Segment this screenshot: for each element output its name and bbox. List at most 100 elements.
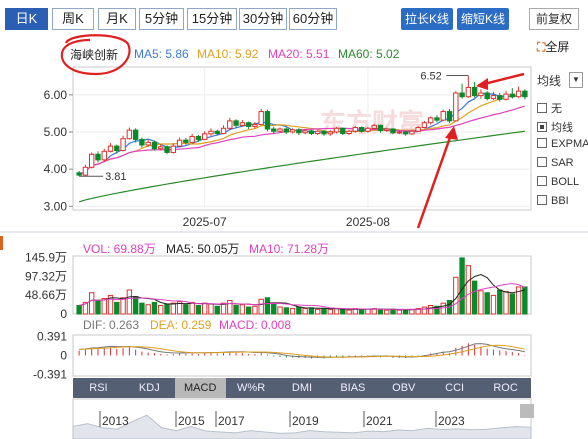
candle-body bbox=[107, 145, 114, 152]
indicator-option[interactable]: BOLL bbox=[537, 176, 579, 188]
volume-bar bbox=[440, 302, 446, 315]
volume-bar bbox=[522, 286, 528, 315]
candle-body bbox=[82, 166, 89, 176]
volume-bar bbox=[239, 304, 246, 315]
indicator-option[interactable]: EXPMA bbox=[537, 138, 588, 150]
volume-bar bbox=[258, 298, 264, 315]
macd-panel-frame bbox=[72, 334, 532, 377]
checkbox[interactable] bbox=[537, 195, 547, 205]
candle-body bbox=[158, 146, 164, 150]
period-button-5min[interactable]: 5分钟 bbox=[139, 8, 184, 30]
volume-bar bbox=[164, 303, 170, 315]
indicator-option[interactable]: BBI bbox=[537, 195, 569, 207]
annotation-arrowhead-bottom bbox=[445, 126, 458, 140]
checkbox[interactable] bbox=[537, 138, 547, 148]
candle-body bbox=[497, 95, 503, 100]
indicator-tab[interactable]: KDJ bbox=[138, 382, 160, 394]
period-button-30min[interactable]: 30分钟 bbox=[239, 8, 287, 30]
volume-bar bbox=[139, 302, 145, 315]
candle-body bbox=[346, 130, 352, 134]
checkbox[interactable] bbox=[537, 103, 547, 113]
indicator-tab[interactable]: OBV bbox=[392, 382, 416, 394]
candle-body bbox=[427, 117, 434, 124]
candle-body bbox=[114, 145, 120, 152]
year-label: 2019 bbox=[292, 414, 319, 428]
volume-bars bbox=[76, 257, 528, 315]
indicator-option[interactable]: 均线 bbox=[537, 119, 573, 135]
date-tick-label: 2025-08 bbox=[346, 215, 390, 229]
stretch-kline-button[interactable]: 拉长K线 bbox=[401, 8, 453, 30]
candle-body bbox=[340, 127, 346, 134]
volume-bar bbox=[327, 308, 333, 315]
indicator-option-label: BBI bbox=[551, 195, 569, 207]
fullscreen-button[interactable]: ⛶全屏 bbox=[537, 38, 569, 55]
indicator-tab[interactable]: MACD bbox=[174, 378, 226, 398]
indicator-tab[interactable]: BIAS bbox=[340, 382, 366, 394]
period-button-day[interactable]: 日K bbox=[5, 8, 48, 30]
indicator-tab[interactable]: W%R bbox=[237, 382, 266, 394]
candle-body bbox=[384, 128, 390, 132]
low-label: 3.81 bbox=[105, 171, 126, 183]
volume-bar bbox=[183, 304, 189, 315]
candle-body bbox=[151, 141, 158, 150]
indicator-option[interactable]: SAR bbox=[537, 157, 574, 169]
period-button-60min[interactable]: 60分钟 bbox=[289, 8, 337, 30]
volume-bar bbox=[277, 306, 283, 315]
volume-tick-label: 97.32万 bbox=[25, 269, 67, 283]
volume-bar bbox=[208, 303, 214, 315]
volume-bar bbox=[289, 308, 296, 315]
candle-body bbox=[245, 122, 252, 127]
indicator-option[interactable]: 无 bbox=[537, 100, 562, 116]
volume-bar bbox=[126, 289, 133, 315]
candle-body bbox=[195, 135, 202, 140]
volume-bar bbox=[271, 303, 277, 315]
volume-bar bbox=[515, 286, 522, 315]
candle-body bbox=[252, 124, 258, 127]
volume-bar bbox=[471, 280, 478, 315]
candle-body bbox=[503, 93, 509, 100]
indicator-tab[interactable]: ROC bbox=[493, 382, 518, 394]
scroll-handle-icon[interactable] bbox=[520, 404, 534, 418]
fullscreen-label: 全屏 bbox=[545, 40, 570, 54]
ma-type-select[interactable]: 均线 ▼ bbox=[537, 72, 583, 90]
checkbox[interactable] bbox=[537, 157, 547, 167]
candle-body bbox=[271, 128, 277, 132]
candle-body bbox=[358, 127, 365, 132]
volume-bar bbox=[340, 308, 346, 315]
volume-bar bbox=[509, 293, 516, 315]
volume-bar bbox=[120, 297, 126, 315]
ma20-legend: MA20: 5.51 bbox=[268, 47, 330, 61]
period-button-15min[interactable]: 15分钟 bbox=[187, 8, 237, 30]
candle-body bbox=[239, 122, 246, 126]
adjust-select[interactable]: 前复权 bbox=[529, 8, 579, 30]
candle-body bbox=[409, 130, 415, 135]
volume-bar bbox=[107, 294, 114, 315]
indicator-tab[interactable]: RSI bbox=[89, 382, 108, 394]
year-label: 2023 bbox=[438, 414, 465, 428]
period-button-month[interactable]: 月K bbox=[98, 8, 136, 30]
price-tick-label: 6.00 bbox=[44, 88, 68, 102]
indicator-tab[interactable]: DMI bbox=[291, 382, 313, 394]
volume-bar bbox=[459, 257, 465, 315]
ma60-legend: MA60: 5.02 bbox=[338, 47, 400, 61]
period-button-week[interactable]: 周K bbox=[52, 8, 94, 30]
high-label: 6.52 bbox=[420, 71, 441, 83]
candle-body bbox=[170, 145, 177, 153]
ma5-legend: MA5: 5.86 bbox=[134, 47, 189, 61]
candle-body bbox=[120, 138, 126, 152]
date-tick-label: 2025-07 bbox=[183, 215, 227, 229]
volume-bar bbox=[296, 306, 302, 315]
indicator-tab[interactable]: CCI bbox=[445, 382, 465, 394]
volume-bar bbox=[264, 297, 271, 315]
checkbox[interactable] bbox=[537, 176, 547, 186]
indicator-option-label: SAR bbox=[551, 157, 574, 169]
volume-tick-label: 0 bbox=[60, 307, 67, 321]
candle-body bbox=[377, 124, 384, 132]
volume-bar bbox=[189, 301, 195, 315]
checkbox[interactable] bbox=[537, 122, 547, 132]
year-label: 2015 bbox=[178, 414, 205, 428]
shrink-kline-button[interactable]: 缩短K线 bbox=[457, 8, 509, 30]
candle-body bbox=[390, 128, 396, 134]
indicator-option-label: 无 bbox=[551, 103, 562, 115]
